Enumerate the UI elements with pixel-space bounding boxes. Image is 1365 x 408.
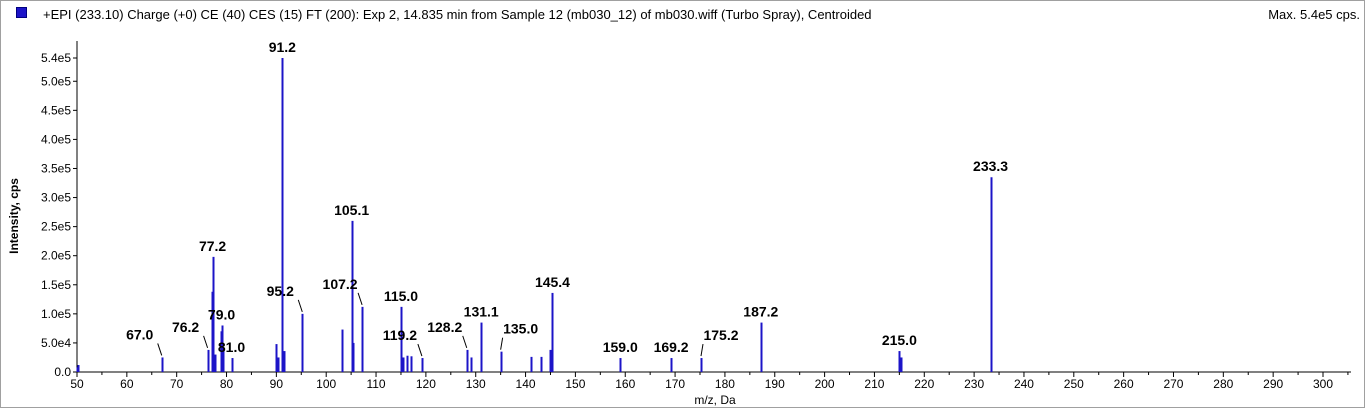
peak-label: 76.2 [172, 319, 199, 335]
x-tick-label: 280 [1213, 377, 1233, 391]
x-tick-label: 160 [615, 377, 635, 391]
x-tick-label: 90 [270, 377, 284, 391]
y-tick-label: 5.4e5 [41, 51, 71, 65]
peak-label-leader [203, 335, 209, 349]
y-tick-label: 3.0e5 [41, 191, 71, 205]
x-tick-label: 250 [1064, 377, 1084, 391]
peak-label: 79.0 [208, 306, 235, 322]
peak-label-leader [462, 335, 468, 349]
max-intensity-label: Max. 5.4e5 cps. [1268, 7, 1360, 22]
x-axis-label: m/z, Da [694, 393, 736, 407]
y-tick-label: 3.5e5 [41, 161, 71, 175]
peak-label: 169.2 [654, 339, 689, 355]
y-tick-label: 1.0e5 [41, 307, 71, 321]
x-tick-label: 80 [220, 377, 234, 391]
y-tick-label: 2.0e5 [41, 249, 71, 263]
x-tick-label: 130 [466, 377, 486, 391]
y-axis-label: Intensity, cps [7, 178, 21, 254]
x-tick-label: 170 [665, 377, 685, 391]
x-tick-label: 260 [1114, 377, 1134, 391]
peak-label: 215.0 [882, 332, 917, 348]
peak-label: 115.0 [384, 288, 418, 304]
x-tick-label: 120 [416, 377, 436, 391]
x-tick-label: 60 [120, 377, 134, 391]
peak-label: 145.4 [535, 274, 570, 290]
x-tick-label: 210 [864, 377, 884, 391]
chart-title: +EPI (233.10) Charge (+0) CE (40) CES (1… [43, 7, 872, 22]
x-tick-label: 270 [1163, 377, 1183, 391]
x-tick-label: 110 [366, 377, 385, 391]
axes: 0.0 5.0e4 1.0e5 1.5e5 2.0e5 2.5e5 3.0e5 3.5e5 4.… [41, 41, 1351, 391]
peak-label: 95.2 [267, 283, 294, 299]
peak-labels: 67.0 76.2 77.2 79.0 81.0 91.2 95.2 105.1 107.2 11… [126, 39, 1008, 357]
y-tick-label: 1.5e5 [41, 278, 71, 292]
x-tick-label: 230 [964, 377, 984, 391]
y-tick-label: 0.0 [54, 365, 71, 379]
x-tick-label: 240 [1014, 377, 1034, 391]
peak-label-leader [417, 343, 423, 357]
x-tick-label: 200 [815, 377, 835, 391]
x-tick-label: 220 [914, 377, 934, 391]
peak-label: 105.1 [334, 202, 369, 218]
peak-label: 128.2 [427, 319, 462, 335]
x-tick-label: 70 [170, 377, 184, 391]
peak-label-leader [357, 292, 363, 306]
peak-label: 175.2 [703, 327, 738, 343]
peak-bars [76, 58, 993, 372]
y-tick-label: 4.0e5 [41, 132, 71, 146]
peak-label: 81.0 [218, 339, 245, 355]
peak-label: 77.2 [199, 238, 226, 254]
y-tick-label: 5.0e5 [41, 74, 71, 88]
y-tick-label: 4.5e5 [41, 103, 71, 117]
y-tick-label: 2.5e5 [41, 220, 71, 234]
peak-label-leader [500, 337, 504, 350]
x-tick-label: 100 [316, 377, 336, 391]
peak-label: 131.1 [464, 304, 499, 320]
x-tick-label: 180 [715, 377, 735, 391]
peak-label: 233.3 [973, 158, 1008, 174]
peak-label: 107.2 [323, 276, 358, 292]
peak-label: 67.0 [126, 326, 153, 342]
peak-label-leader [297, 299, 303, 313]
x-tick-label: 300 [1313, 377, 1333, 391]
x-tick-label: 140 [516, 377, 536, 391]
peak-label: 91.2 [269, 39, 296, 55]
x-tick-label: 150 [565, 377, 585, 391]
x-tick-label: 190 [765, 377, 785, 391]
spectrum-header: +EPI (233.10) Charge (+0) CE (40) CES (1… [1, 1, 1365, 27]
x-tick-label: 290 [1263, 377, 1283, 391]
peak-label-leader [157, 343, 163, 356]
y-tick-label: 5.0e4 [41, 336, 71, 350]
x-tick-label: 50 [70, 377, 84, 391]
peak-label: 159.0 [603, 339, 638, 355]
peak-label: 135.0 [503, 321, 538, 337]
series-swatch-icon [16, 7, 27, 18]
peak-label: 119.2 [383, 327, 417, 343]
peak-label-leader [700, 343, 704, 357]
peak-label: 187.2 [743, 304, 778, 320]
